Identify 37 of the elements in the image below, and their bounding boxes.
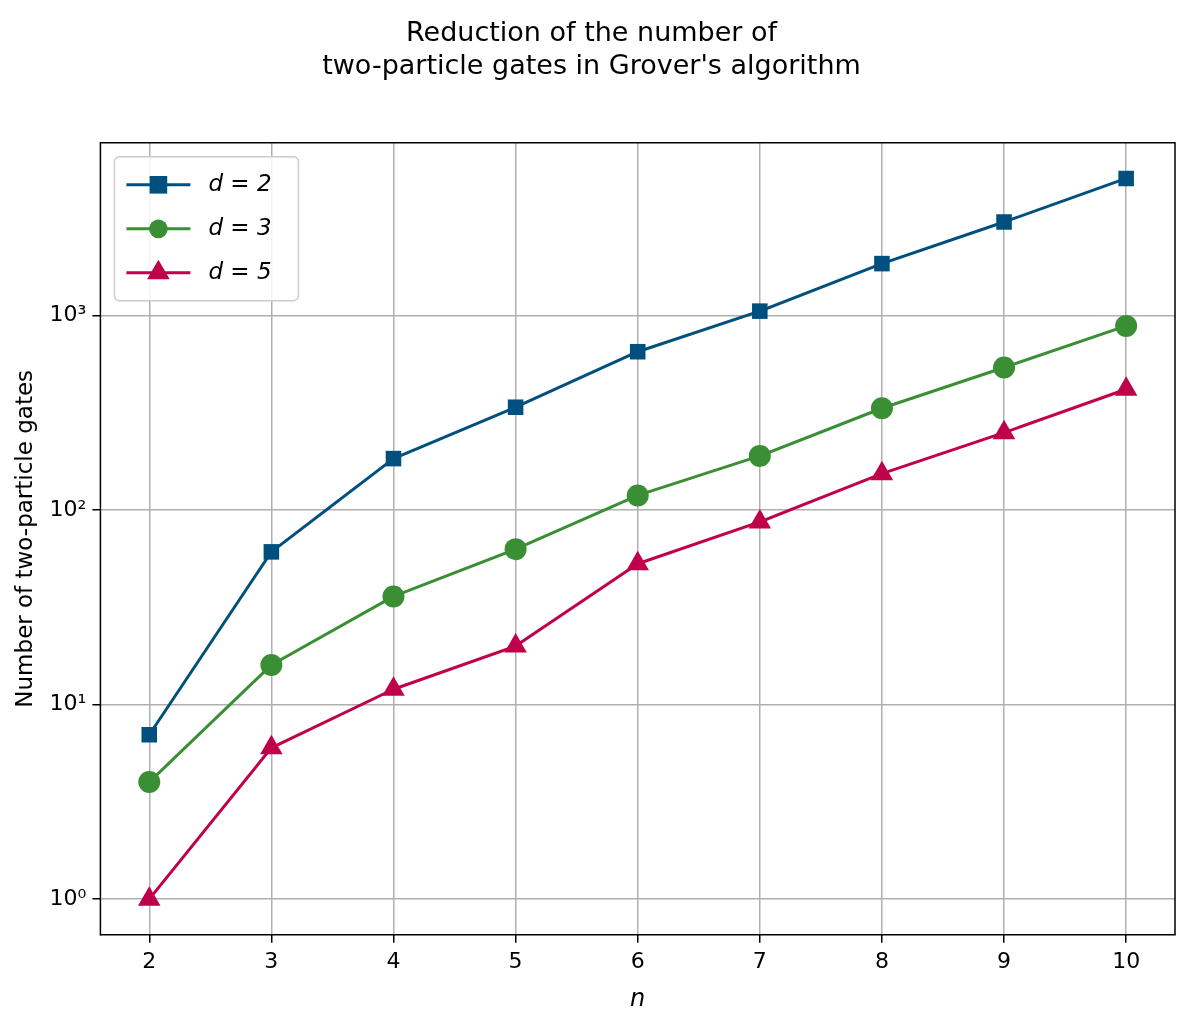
point bbox=[629, 343, 646, 360]
x-tick-label: 5 bbox=[508, 947, 523, 973]
x-tick-label: 8 bbox=[874, 947, 889, 973]
point bbox=[874, 255, 890, 272]
legend-label: d = 2 bbox=[208, 169, 272, 196]
point bbox=[996, 214, 1012, 230]
x-tick-label: 6 bbox=[630, 947, 645, 973]
x-tick-label: 7 bbox=[752, 947, 767, 973]
point bbox=[263, 544, 280, 560]
point bbox=[382, 585, 405, 608]
x-axis-title: n bbox=[630, 983, 646, 1012]
x-tick-label: 3 bbox=[264, 947, 279, 973]
point bbox=[748, 444, 771, 467]
point bbox=[752, 303, 768, 319]
point bbox=[504, 538, 527, 561]
point bbox=[626, 484, 649, 507]
legend-label: d = 3 bbox=[208, 213, 272, 240]
x-tick-label: 10 bbox=[1112, 947, 1141, 973]
y-tick-label: 10² bbox=[49, 495, 87, 521]
x-tick-label: 9 bbox=[997, 947, 1012, 973]
point bbox=[993, 356, 1016, 379]
x-tick-label: 2 bbox=[142, 947, 157, 973]
point bbox=[385, 450, 402, 467]
point bbox=[138, 771, 161, 794]
legend-label: d = 5 bbox=[208, 257, 272, 284]
point bbox=[141, 727, 158, 743]
x-tick-label: 4 bbox=[386, 947, 401, 973]
point bbox=[1115, 314, 1138, 337]
y-axis-title: Number of two-particle gates bbox=[10, 369, 37, 708]
y-tick-label: 10³ bbox=[49, 301, 87, 327]
point bbox=[260, 653, 283, 676]
y-tick-label: 10⁰ bbox=[49, 884, 87, 910]
point bbox=[870, 397, 893, 420]
point bbox=[1118, 170, 1134, 187]
point bbox=[507, 399, 524, 415]
y-tick-label: 10¹ bbox=[49, 690, 87, 716]
chart-title: Reduction of the number of two-particle gates in Grover's algorithm bbox=[322, 16, 861, 80]
